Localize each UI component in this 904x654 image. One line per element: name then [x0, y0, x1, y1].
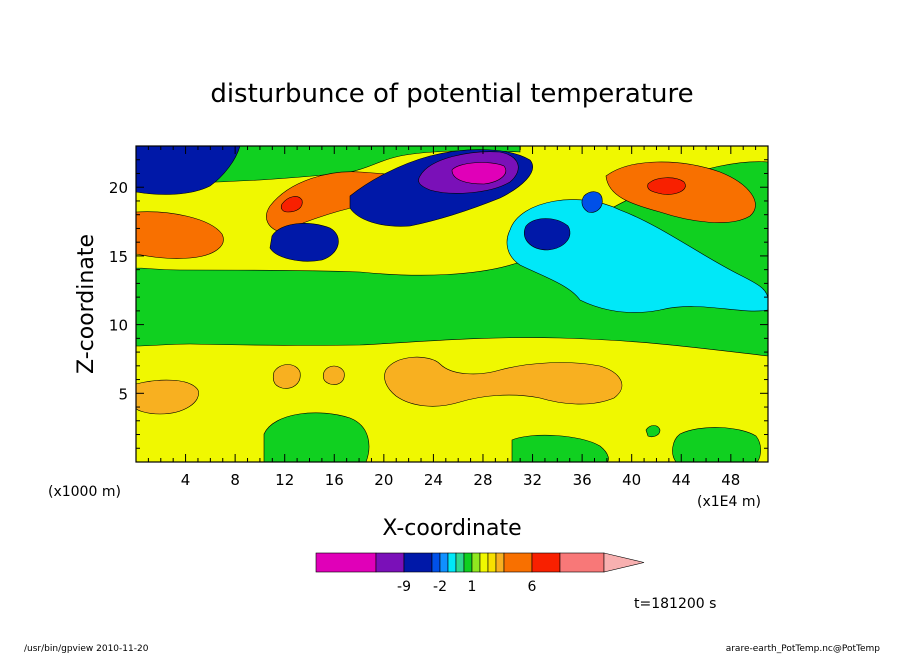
colorbar-swatch — [531, 552, 561, 573]
band-cyan — [506, 199, 768, 313]
colorbar-swatch — [463, 552, 473, 573]
x-tick-label: 20 — [374, 471, 393, 489]
band-lower-orange-b — [384, 356, 623, 407]
chart-title: disturbunce of potential temperature — [210, 79, 693, 109]
band-right-red — [647, 177, 686, 195]
colorbar-swatch — [487, 552, 497, 573]
x-tick-label: 48 — [721, 471, 740, 489]
footer-left: /usr/bin/gpview 2010-11-20 — [24, 644, 149, 654]
band-top-left-blue — [136, 146, 241, 195]
band-center-red — [280, 196, 303, 213]
time-label: t=181200 s — [634, 596, 716, 612]
colorbar-swatch — [315, 552, 377, 573]
colorbar-swatch — [439, 552, 449, 573]
y-tick-label: 5 — [118, 385, 128, 403]
band-bottom-green-c — [672, 427, 761, 462]
colorbar-swatch — [403, 552, 433, 573]
band-bottom-green-a — [263, 412, 370, 462]
x-tick-label: 24 — [424, 471, 443, 489]
colorbar-labels: -9 -2 1 6 — [397, 579, 537, 595]
colorbar-swatch — [455, 552, 465, 573]
colorbar-swatch — [495, 552, 505, 573]
colorbar-swatch — [559, 552, 605, 573]
band-center-blue — [269, 223, 339, 262]
x-tick-label: 8 — [230, 471, 240, 489]
colorbar-arrow — [603, 552, 645, 573]
colorbar-swatch — [479, 552, 489, 573]
x-tick-label: 28 — [473, 471, 492, 489]
x-tick-label: 44 — [672, 471, 691, 489]
x-unit: (x1E4 m) — [697, 494, 761, 510]
colorbar-swatch — [447, 552, 457, 573]
band-cyan-blue-blob — [524, 218, 571, 251]
colorbar-tick-label: -2 — [433, 579, 447, 595]
band-top-magenta — [451, 162, 506, 185]
band-bottom-green-d — [645, 425, 661, 438]
x-axis-label: X-coordinate — [382, 516, 521, 541]
colorbar — [315, 552, 645, 573]
band-left-orange — [136, 211, 224, 259]
band-lower-orange-d — [322, 365, 345, 385]
band-lower-orange-c — [272, 364, 301, 389]
y-unit: (x1000 m) — [48, 484, 121, 500]
colorbar-tick-label: 6 — [528, 579, 537, 595]
colorbar-tick-label: -9 — [397, 579, 411, 595]
y-tick-label: 10 — [109, 317, 128, 335]
x-tick-label: 36 — [573, 471, 592, 489]
y-axis-label: Z-coordinate — [74, 234, 99, 374]
x-tick-label: 4 — [181, 471, 191, 489]
band-cyan-blue-small — [581, 191, 603, 213]
x-tick-label: 12 — [275, 471, 294, 489]
x-tick-label: 40 — [622, 471, 641, 489]
colorbar-swatch — [431, 552, 441, 573]
plot-frame — [135, 145, 769, 463]
x-tick-label: 16 — [325, 471, 344, 489]
x-tick-label: 32 — [523, 471, 542, 489]
contour-field — [136, 146, 768, 462]
colorbar-swatch — [471, 552, 481, 573]
band-lower-orange-a — [136, 379, 199, 415]
y-tick-label: 20 — [109, 179, 128, 197]
colorbar-swatch — [503, 552, 533, 573]
y-tick-label: 15 — [109, 248, 128, 266]
axis-ticks — [136, 146, 768, 462]
band-right-orange — [605, 161, 756, 223]
colorbar-swatch — [375, 552, 405, 573]
colorbar-tick-label: 1 — [468, 579, 477, 595]
footer-right: arare-earth_PotTemp.nc@PotTemp — [726, 644, 881, 654]
